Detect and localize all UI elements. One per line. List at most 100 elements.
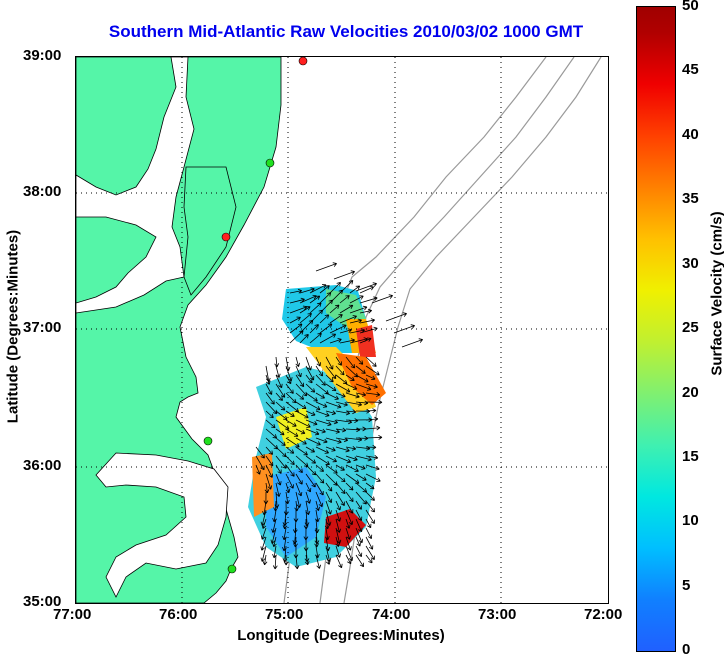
velocity-arrow [289,316,301,324]
velocity-arrow [275,446,287,458]
velocity-arrow [349,295,364,304]
velocity-arrow [365,365,380,376]
velocity-arrow [305,401,321,411]
velocity-arrow [325,482,333,492]
velocity-arrow [295,383,308,397]
velocity-arrow [325,554,331,565]
velocity-arrow [355,374,369,383]
velocity-arrow [315,419,332,427]
map-canvas [76,57,608,603]
velocity-arrow [365,383,378,389]
velocity-arrow [295,401,307,409]
colorbar [636,6,676,652]
velocity-arrow [365,554,373,564]
velocity-arrow [335,356,342,366]
velocity-arrow [255,455,265,471]
velocity-arrow [365,392,381,397]
velocity-arrow [355,482,368,493]
velocity-arrow [335,401,348,407]
velocity-arrow [265,473,273,490]
velocity-arrow [282,518,288,530]
velocity-arrow [305,428,320,436]
velocity-arrow [333,270,355,280]
velocity-arrow [365,473,381,482]
velocity-arrow [272,536,277,548]
velocity-arrow [335,500,341,511]
velocity-arrow [275,473,282,486]
velocity-arrow [325,383,337,392]
velocity-arrow [335,427,347,433]
velocity-arrow [365,527,373,540]
x-tick: 73:00 [478,606,517,623]
velocity-arrow [371,294,393,304]
velocity-arrow [401,338,423,348]
velocity-arrow [324,518,330,530]
velocity-arrow [315,262,337,272]
velocity-arrow [295,473,303,485]
velocity-arrow [265,383,273,395]
velocity-arrow [315,401,328,408]
velocity-arrow [265,428,278,439]
velocity-arrow [275,410,288,421]
velocity-arrow [265,392,275,405]
velocity-arrow [305,455,316,464]
velocity-arrow [315,428,326,434]
station-marker [227,564,237,574]
velocity-arrow [335,536,341,547]
colorbar-tick: 35 [682,190,699,207]
velocity-arrow [315,392,325,399]
colorbar-tick: 45 [682,61,699,78]
velocity-arrow [325,374,334,383]
velocity-arrow [335,464,345,471]
velocity-arrow [305,374,313,384]
velocity-arrow [319,333,337,344]
velocity-arrow [272,554,278,570]
y-tick: 35:00 [23,593,62,610]
velocity-arrow [355,545,363,558]
colorbar-tick: 10 [682,512,699,529]
velocity-arrow [275,392,283,401]
velocity-arrow [315,482,324,496]
velocity-arrow [325,410,336,416]
velocity-arrow [309,332,322,344]
velocity-arrow [289,288,303,294]
velocity-arrow [274,356,280,368]
x-tick: 76:00 [159,606,198,623]
albemarle-sound [95,452,229,598]
velocity-arrow [345,527,351,540]
velocity-arrow [315,455,330,465]
x-tick: 77:00 [53,606,92,623]
velocity-arrow [265,410,274,419]
colorbar-tick: 30 [682,255,699,272]
velocity-arrow [339,295,350,304]
velocity-arrow [295,356,301,367]
velocity-arrow [275,482,281,497]
velocity-arrow [261,518,267,529]
velocity-arrow [339,315,357,324]
velocity-arrow [294,554,300,570]
velocity-arrow [365,444,377,450]
velocity-arrow [345,500,354,514]
velocity-arrow [345,374,355,381]
velocity-arrow [295,446,308,456]
velocity-arrow [345,356,356,369]
velocity-arrow [365,374,376,381]
velocity-arrow [365,356,377,367]
velocity-arrow [359,285,375,294]
station-marker [298,57,308,66]
velocity-arrow [265,365,271,383]
velocity-arrow [295,410,309,419]
station-marker [265,158,275,168]
velocity-arrow [289,323,303,334]
y-axis-label: Latitude (Degrees:Minutes) [4,229,22,424]
colorbar-tick: 40 [682,126,699,143]
velocity-arrow [315,437,328,444]
bathymetry-contour-3 [343,57,602,603]
velocity-arrow [275,428,285,436]
colorbar-tick: 20 [682,384,699,401]
velocity-arrow [345,509,354,526]
velocity-arrow [345,536,352,551]
velocity-arrow [299,334,309,344]
velocity-arrow [345,545,354,562]
velocity-arrow [355,554,365,568]
